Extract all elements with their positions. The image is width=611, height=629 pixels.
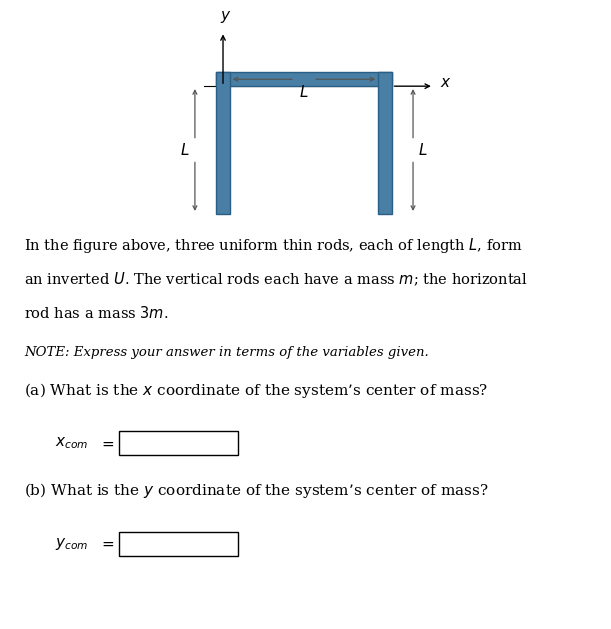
Bar — [119, 532, 238, 556]
Text: rod has a mass $3m$.: rod has a mass $3m$. — [24, 305, 169, 321]
Text: $y_{com}$: $y_{com}$ — [55, 536, 89, 552]
Text: In the figure above, three uniform thin rods, each of length $L$, form: In the figure above, three uniform thin … — [24, 236, 523, 255]
Text: $=$: $=$ — [99, 437, 115, 450]
Bar — [216, 72, 392, 86]
Text: $=$: $=$ — [99, 537, 115, 551]
Text: (a) What is the $x$ coordinate of the system’s center of mass?: (a) What is the $x$ coordinate of the sy… — [24, 381, 489, 399]
Text: $y$: $y$ — [221, 9, 232, 25]
Bar — [216, 72, 230, 214]
Text: $L$: $L$ — [299, 84, 309, 100]
Text: (b) What is the $y$ coordinate of the system’s center of mass?: (b) What is the $y$ coordinate of the sy… — [24, 481, 489, 500]
Text: $L$: $L$ — [418, 142, 428, 158]
Text: an inverted $U$. The vertical rods each have a mass $m$; the horizontal: an inverted $U$. The vertical rods each … — [24, 270, 529, 288]
Text: $L$: $L$ — [180, 142, 190, 158]
Text: $x_{com}$: $x_{com}$ — [55, 436, 89, 451]
Bar — [378, 72, 392, 214]
Bar — [119, 431, 238, 455]
Text: $x$: $x$ — [440, 76, 452, 90]
Text: NOTE: Express your answer in terms of the variables given.: NOTE: Express your answer in terms of th… — [24, 346, 429, 359]
